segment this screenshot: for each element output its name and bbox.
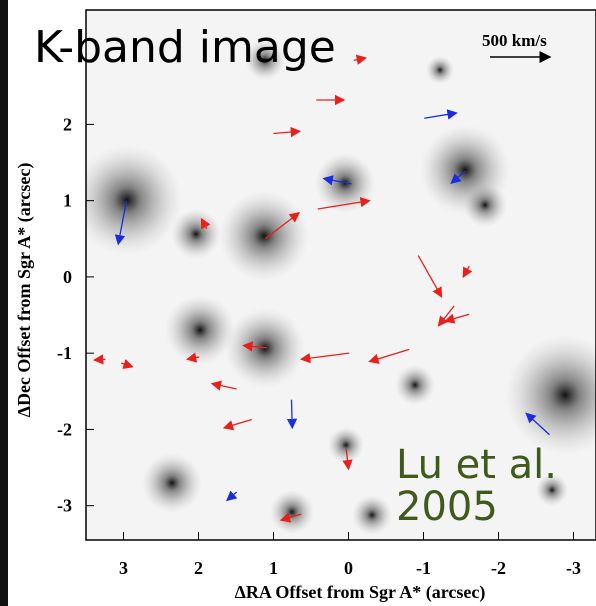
velocity-arrow [200, 217, 211, 230]
velocity-arrow [226, 490, 238, 502]
velocity-arrow [299, 352, 350, 364]
x-tick-label: 2 [194, 558, 203, 578]
velocity-arrow [114, 200, 128, 246]
velocity-arrow [273, 126, 302, 138]
y-tick-label: 1 [63, 191, 72, 211]
x-tick-label: -3 [566, 558, 581, 578]
y-tick-label: -3 [57, 496, 72, 516]
velocity-arrow [462, 265, 473, 279]
y-tick-label: 0 [63, 267, 72, 287]
velocity-arrow [368, 348, 410, 364]
velocity-arrow [210, 380, 237, 391]
velocity-arrow [317, 196, 371, 210]
velocity-arrow [424, 109, 458, 120]
plot-frame [85, 9, 596, 541]
velocity-arrow [525, 412, 550, 436]
title: K-band image [34, 22, 336, 73]
velocity-arrow [353, 54, 368, 65]
velocity-arrow [444, 313, 470, 324]
velocity-arrow [322, 175, 352, 186]
velocity-arrow [342, 449, 353, 471]
x-axis-label: ΔRA Offset from Sgr A* (arcsec) [235, 582, 486, 603]
y-axis-label: ΔDec Offset from Sgr A* (arcsec) [14, 163, 35, 418]
y-tick-label: -2 [57, 419, 72, 439]
velocity-arrow [264, 212, 301, 240]
x-tick-label: -1 [416, 558, 431, 578]
x-tick-label: 0 [344, 558, 353, 578]
x-tick-label: 1 [269, 558, 278, 578]
velocity-arrow [222, 418, 252, 431]
y-tick-label: 2 [63, 114, 72, 134]
velocity-arrow [417, 255, 443, 298]
edge-bar [0, 0, 8, 606]
velocity-arrow [242, 341, 267, 352]
x-tick-label: -2 [491, 558, 506, 578]
x-tick-label: 3 [119, 558, 128, 578]
velocity-arrow [279, 512, 302, 523]
velocity-arrow [121, 359, 134, 369]
star-field [86, 40, 596, 535]
velocity-arrow [185, 352, 200, 363]
velocity-arrow [450, 170, 466, 184]
velocity-arrow [286, 399, 298, 430]
y-tick-label: -1 [57, 343, 72, 363]
annotation: Lu et al. 2005 [396, 442, 557, 530]
velocity-arrow [92, 354, 106, 365]
scale-label: 500 km/s [482, 31, 547, 50]
